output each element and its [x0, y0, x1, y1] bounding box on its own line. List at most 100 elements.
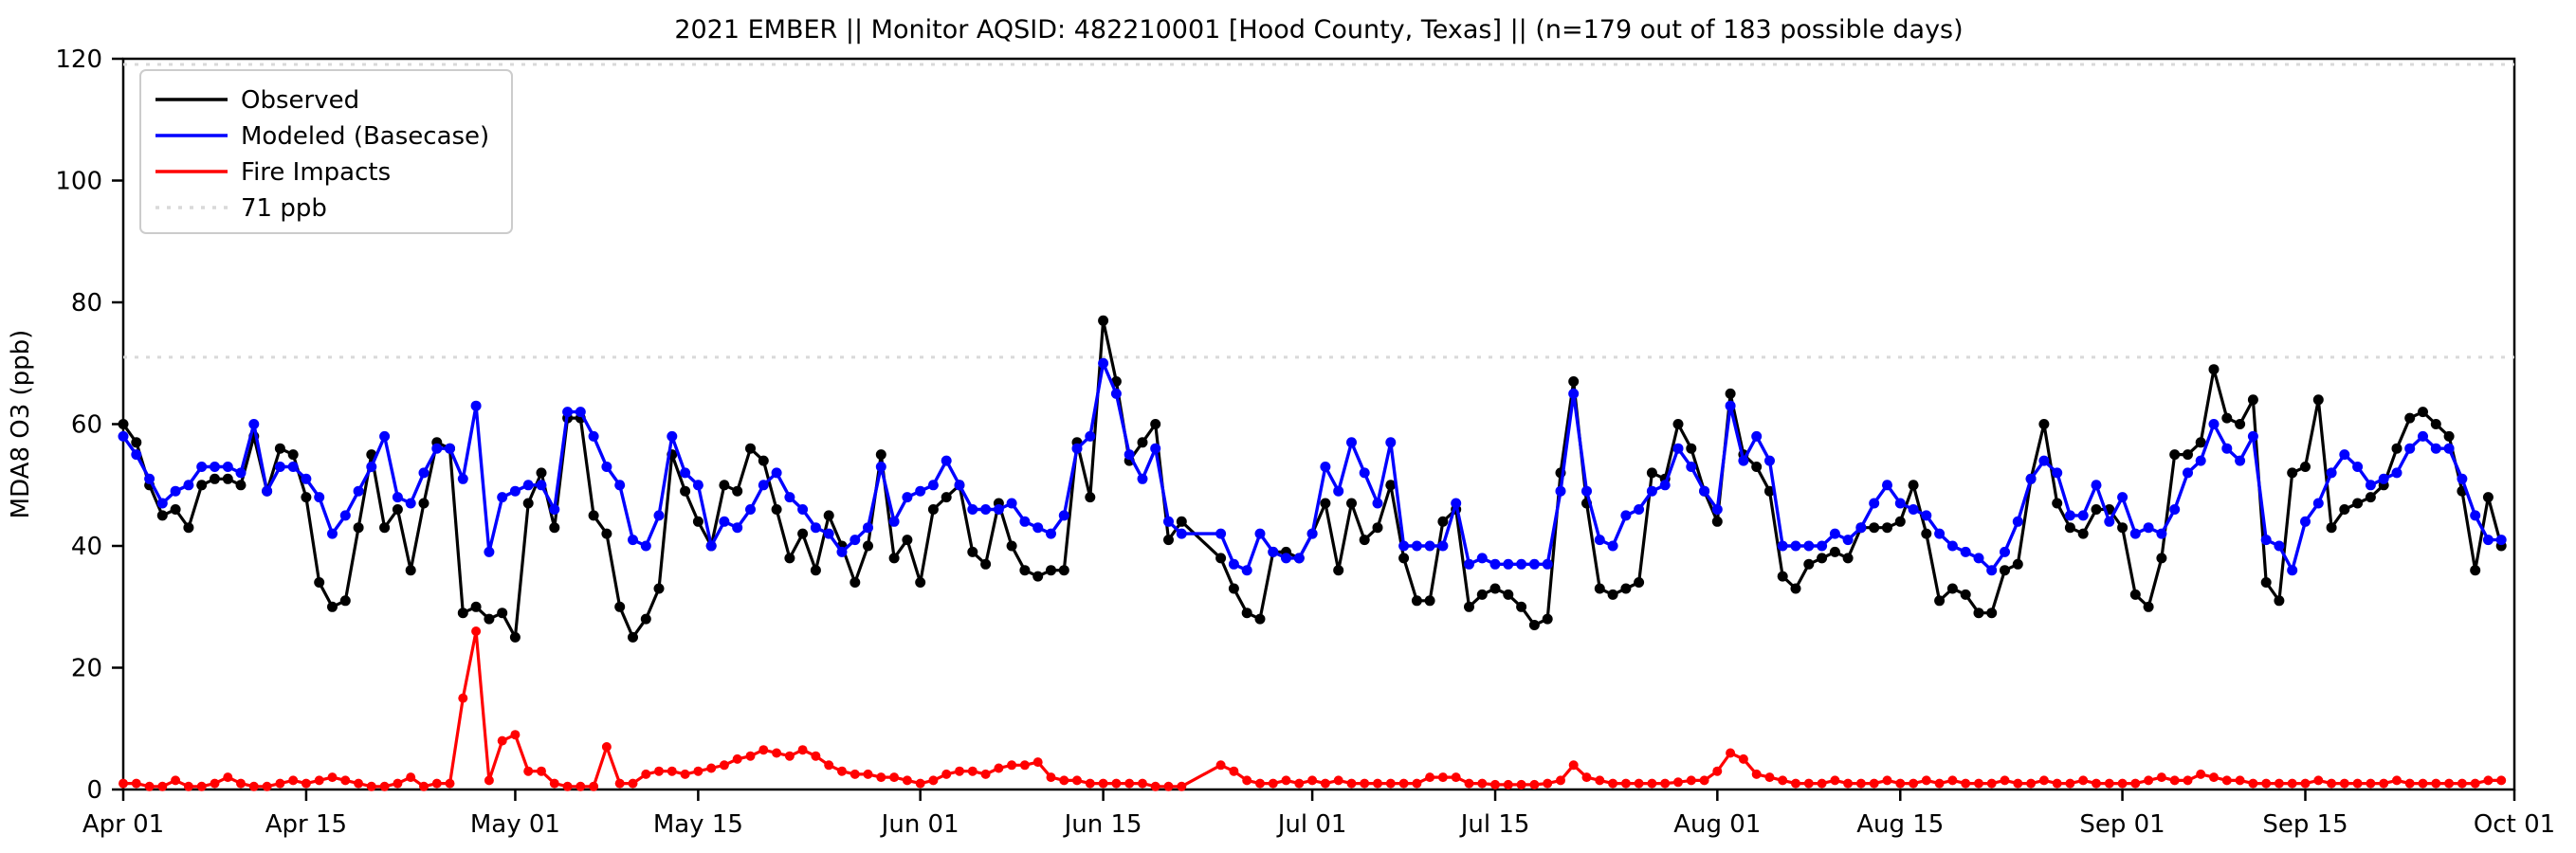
data-point [1738, 753, 1748, 764]
data-point [1960, 589, 1971, 600]
data-point [810, 522, 821, 534]
data-point [458, 693, 468, 703]
data-point [2052, 778, 2062, 789]
data-point [2352, 498, 2364, 509]
data-point [1528, 558, 1540, 570]
data-point [2482, 535, 2494, 546]
data-point [1346, 498, 1357, 509]
data-point [131, 449, 142, 461]
data-point [758, 455, 769, 466]
data-point [1869, 498, 1880, 509]
y-tick-label: 40 [71, 533, 102, 561]
data-point [1110, 388, 1122, 399]
data-point [1019, 760, 1030, 771]
data-point [1986, 608, 1998, 619]
data-point [2156, 553, 2167, 564]
data-point [1464, 601, 1474, 612]
modeled-basecase--line [121, 361, 2502, 572]
data-point [2038, 455, 2050, 466]
data-point [824, 760, 834, 771]
data-point [2026, 778, 2037, 789]
data-point [719, 760, 729, 771]
data-point [2391, 467, 2402, 479]
data-point [1894, 516, 1906, 527]
data-point [1946, 583, 1958, 594]
data-point [1254, 613, 1266, 625]
data-point [1019, 565, 1031, 576]
data-point [1960, 546, 1971, 557]
data-point [2077, 528, 2089, 539]
data-point [1894, 498, 1906, 509]
data-point [2418, 778, 2428, 789]
data-point [1385, 480, 1397, 491]
legend-label: Observed [241, 86, 359, 115]
data-point [902, 492, 913, 503]
data-point [1751, 462, 1763, 472]
data-point [1634, 504, 1645, 515]
data-point [2444, 778, 2455, 789]
data-point [2209, 772, 2219, 783]
data-point [2482, 492, 2494, 503]
data-point [2312, 498, 2324, 509]
data-point [994, 763, 1004, 773]
data-point [928, 775, 939, 786]
x-tick-label: Jun 15 [1063, 810, 1142, 839]
data-point [732, 522, 743, 534]
data-point [405, 498, 416, 509]
data-point [2260, 535, 2272, 546]
y-tick-label: 20 [71, 655, 102, 683]
data-point [379, 522, 391, 534]
data-point [2208, 419, 2220, 429]
data-point [1215, 528, 1227, 539]
data-point [1961, 778, 1971, 789]
data-point [1294, 778, 1305, 789]
data-point [2312, 394, 2324, 406]
data-point [2117, 522, 2128, 534]
data-point [2013, 778, 2023, 789]
data-point [680, 769, 690, 779]
data-point [1934, 528, 1946, 539]
data-point [875, 449, 886, 461]
data-point [2366, 778, 2376, 789]
data-point [183, 781, 193, 791]
x-tick-label: Jul 01 [1276, 810, 1347, 839]
data-point [2169, 775, 2180, 786]
data-point [797, 504, 809, 515]
data-point [1372, 522, 1383, 534]
data-point [1046, 772, 1056, 783]
data-point [248, 781, 259, 791]
data-point [1019, 516, 1031, 527]
data-point [2012, 558, 2023, 570]
data-point [1803, 778, 1814, 789]
data-point [1360, 778, 1370, 789]
data-point [171, 775, 181, 786]
data-point [1803, 540, 1815, 552]
data-point [614, 778, 625, 789]
data-point [1909, 778, 1919, 789]
data-point [2392, 775, 2402, 786]
data-point [549, 778, 559, 789]
data-point [810, 565, 821, 576]
data-point [1908, 480, 1919, 491]
data-point [1646, 467, 1657, 479]
data-point [1150, 443, 1161, 454]
data-point [1229, 766, 1239, 776]
data-point [889, 772, 900, 783]
data-point [1098, 778, 1108, 789]
data-point [1973, 553, 1984, 564]
data-point [745, 443, 756, 454]
data-point [2130, 778, 2141, 789]
data-point [2235, 775, 2245, 786]
data-point [823, 510, 834, 521]
data-point [863, 522, 873, 534]
data-point [1934, 595, 1946, 607]
data-point [1085, 492, 1096, 503]
data-point [2196, 769, 2206, 779]
data-point [2313, 775, 2324, 786]
data-point [1398, 553, 1410, 564]
data-point [745, 504, 756, 515]
data-point [2038, 419, 2050, 429]
data-point [1059, 775, 1069, 786]
data-point [1032, 522, 1044, 534]
data-point [575, 781, 586, 791]
